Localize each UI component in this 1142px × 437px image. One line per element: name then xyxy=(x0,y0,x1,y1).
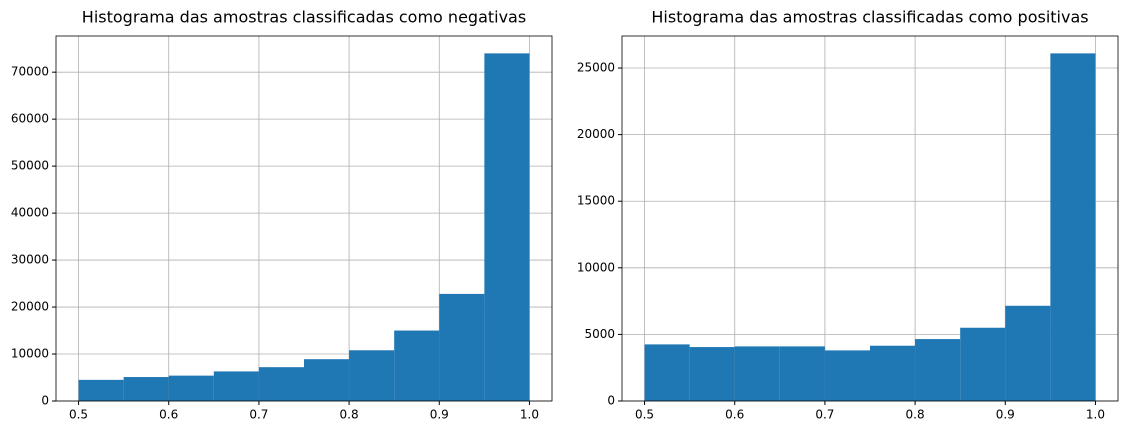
histogram-bar xyxy=(1050,53,1096,401)
chart-title: Histograma das amostras classificadas co… xyxy=(651,8,1088,27)
y-tick-label: 0 xyxy=(41,394,49,408)
x-tick-label: 1.0 xyxy=(1086,408,1105,422)
histogram-bar xyxy=(960,327,1006,401)
histogram-bar xyxy=(484,53,530,401)
y-tick-label: 10000 xyxy=(577,260,615,274)
y-tick-label: 20000 xyxy=(11,300,49,314)
y-tick-label: 25000 xyxy=(577,61,615,75)
histogram-bar xyxy=(394,330,440,401)
histogram-bar xyxy=(915,339,961,401)
x-tick-label: 0.5 xyxy=(635,408,654,422)
histogram-bar xyxy=(78,379,124,401)
y-tick-label: 60000 xyxy=(11,112,49,126)
chart-title: Histograma das amostras classificadas co… xyxy=(82,8,526,27)
x-tick-label: 0.7 xyxy=(815,408,834,422)
histogram-bar xyxy=(304,359,350,401)
x-tick-label: 0.9 xyxy=(996,408,1015,422)
y-tick-label: 70000 xyxy=(11,65,49,79)
histogram-bar xyxy=(439,293,485,401)
x-tick-label: 0.8 xyxy=(340,408,359,422)
y-tick-label: 5000 xyxy=(584,327,615,341)
y-tick-label: 40000 xyxy=(11,206,49,220)
histogram-bar xyxy=(870,345,916,401)
histogram-bar xyxy=(644,344,690,401)
histogram-bar xyxy=(779,346,825,401)
histogram-bar xyxy=(824,350,870,401)
histogram-bar xyxy=(168,375,214,401)
histogram-bar xyxy=(349,350,395,401)
y-tick-label: 0 xyxy=(607,394,615,408)
y-tick-label: 15000 xyxy=(577,194,615,208)
x-tick-label: 0.7 xyxy=(249,408,268,422)
histogram-bar xyxy=(213,371,259,401)
plot-frame xyxy=(621,35,1119,402)
histogram-bar xyxy=(734,346,780,401)
plot-frame xyxy=(55,35,553,402)
histogram-bar xyxy=(1005,305,1051,401)
histogram-bar xyxy=(258,367,304,401)
y-tick-label: 50000 xyxy=(11,159,49,173)
x-tick-label: 0.6 xyxy=(159,408,178,422)
y-tick-label: 10000 xyxy=(11,347,49,361)
x-tick-label: 0.6 xyxy=(725,408,744,422)
histogram-bar xyxy=(123,377,169,401)
x-tick-label: 1.0 xyxy=(520,408,539,422)
y-tick-label: 20000 xyxy=(577,127,615,141)
x-tick-label: 0.5 xyxy=(69,408,88,422)
x-tick-label: 0.9 xyxy=(430,408,449,422)
histogram-bar xyxy=(689,347,735,401)
x-tick-label: 0.8 xyxy=(906,408,925,422)
y-tick-label: 30000 xyxy=(11,253,49,267)
